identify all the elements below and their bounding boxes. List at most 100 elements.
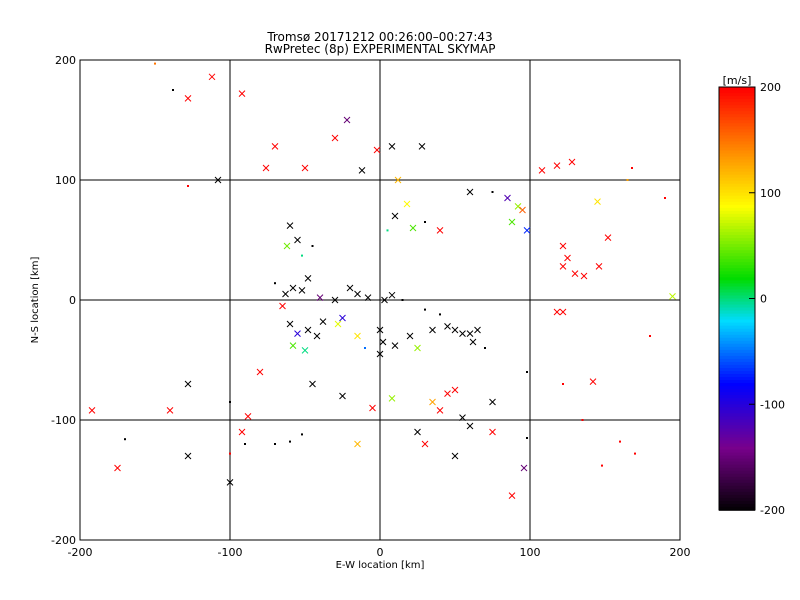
data-point-cross: [523, 227, 531, 234]
colorbar-segment: [719, 229, 755, 233]
colorbar-segment: [719, 225, 755, 230]
colorbar-segment: [719, 204, 755, 209]
data-point-cross: [429, 326, 436, 334]
colorbar-tick-label: -200: [760, 504, 785, 517]
data-point-dot: [484, 347, 486, 349]
colorbar-segment: [719, 476, 755, 481]
colorbar-segment: [719, 183, 755, 188]
data-point-cross: [508, 218, 516, 226]
data-point-dot: [626, 179, 629, 181]
colorbar-segment: [719, 428, 755, 433]
colorbar-tick-label: -100: [760, 398, 785, 411]
data-point-cross: [559, 308, 567, 316]
colorbar-segment: [719, 431, 755, 436]
data-point-dot: [274, 282, 276, 285]
colorbar-segment: [719, 325, 755, 330]
colorbar-tick-label: 0: [760, 293, 767, 306]
data-point-cross: [283, 242, 291, 250]
colorbar-segment: [719, 277, 755, 282]
data-point-cross: [559, 242, 567, 250]
data-point-dot: [187, 185, 189, 187]
colorbar-title: [m/s]: [723, 74, 752, 87]
data-point-cross: [564, 254, 571, 262]
data-point-cross: [354, 440, 361, 448]
data-point-cross: [309, 380, 316, 388]
colorbar-segment: [719, 207, 755, 212]
data-point-cross: [279, 302, 286, 310]
colorbar-segment: [719, 123, 755, 128]
data-point-cross: [520, 464, 528, 472]
data-point-cross: [364, 294, 372, 301]
data-point-dot: [386, 229, 389, 232]
data-point-cross: [373, 146, 381, 154]
colorbar-segment: [719, 374, 755, 378]
colorbar-segment: [719, 337, 755, 342]
colorbar-segment: [719, 286, 755, 291]
data-point-cross: [451, 386, 459, 394]
colorbar-segment: [719, 506, 755, 511]
colorbar-segment: [719, 195, 755, 200]
data-point-cross: [114, 464, 121, 472]
data-point-dot: [172, 89, 174, 91]
colorbar-segment: [719, 102, 755, 106]
data-point-cross: [262, 164, 270, 172]
colorbar-segment: [719, 367, 755, 372]
grid-lines: [80, 60, 680, 540]
colorbar-segment: [719, 292, 755, 297]
colorbar-segment: [719, 189, 755, 194]
data-point-cross: [571, 270, 579, 277]
data-point-cross: [339, 314, 346, 322]
data-point-dot: [631, 167, 633, 169]
colorbar-segment: [719, 244, 755, 248]
colorbar-segment: [719, 301, 755, 306]
colorbar-segment: [719, 503, 755, 508]
colorbar-segment: [719, 219, 755, 224]
colorbar-segment: [719, 135, 755, 140]
data-point-cross: [406, 332, 414, 340]
x-tick-label: -100: [218, 546, 243, 559]
data-point-cross: [331, 134, 339, 142]
data-point-cross: [313, 332, 321, 340]
colorbar-segment: [719, 467, 755, 472]
data-point-cross: [466, 422, 474, 430]
data-point-cross: [391, 342, 399, 349]
data-point-cross: [184, 95, 192, 102]
data-point-cross: [294, 236, 301, 244]
data-point-cross: [244, 413, 252, 420]
chart-title: Tromsø 20171212 00:26:00–00:27:43: [266, 30, 492, 44]
colorbar-segment: [719, 331, 755, 336]
colorbar-segment: [719, 485, 755, 490]
data-point-dot: [364, 347, 366, 349]
x-tick-label: 0: [377, 546, 384, 559]
data-point-cross: [238, 90, 246, 97]
data-point-cross: [88, 407, 96, 414]
data-point-dot: [301, 254, 303, 257]
data-point-dot: [619, 440, 621, 443]
data-point-dot: [229, 401, 231, 403]
colorbar-segment: [719, 380, 755, 384]
colorbar-segment: [719, 144, 755, 149]
data-point-cross: [391, 212, 399, 220]
chart-subtitle: RwPretec (8p) EXPERIMENTAL SKYMAP: [265, 42, 496, 56]
colorbar-tick-label: 100: [760, 187, 781, 200]
data-point-cross: [669, 293, 676, 300]
data-point-cross: [451, 326, 459, 334]
data-point-cross: [256, 368, 264, 376]
data-point-cross: [358, 167, 366, 174]
data-point-dot: [229, 452, 231, 455]
data-point-cross: [289, 284, 297, 292]
colorbar-segment: [719, 349, 755, 354]
colorbar-segment: [719, 235, 755, 239]
data-point-cross: [553, 162, 561, 169]
data-point-cross: [444, 390, 451, 397]
data-point-cross: [381, 296, 388, 304]
colorbar-segment: [719, 307, 755, 312]
colorbar-segment: [719, 138, 755, 143]
x-tick-label: -200: [68, 546, 93, 559]
colorbar-segment: [719, 310, 755, 315]
data-point-dot: [601, 464, 603, 467]
colorbar-segment: [719, 165, 755, 170]
data-point-cross: [466, 330, 474, 337]
colorbar-segment: [719, 141, 755, 146]
